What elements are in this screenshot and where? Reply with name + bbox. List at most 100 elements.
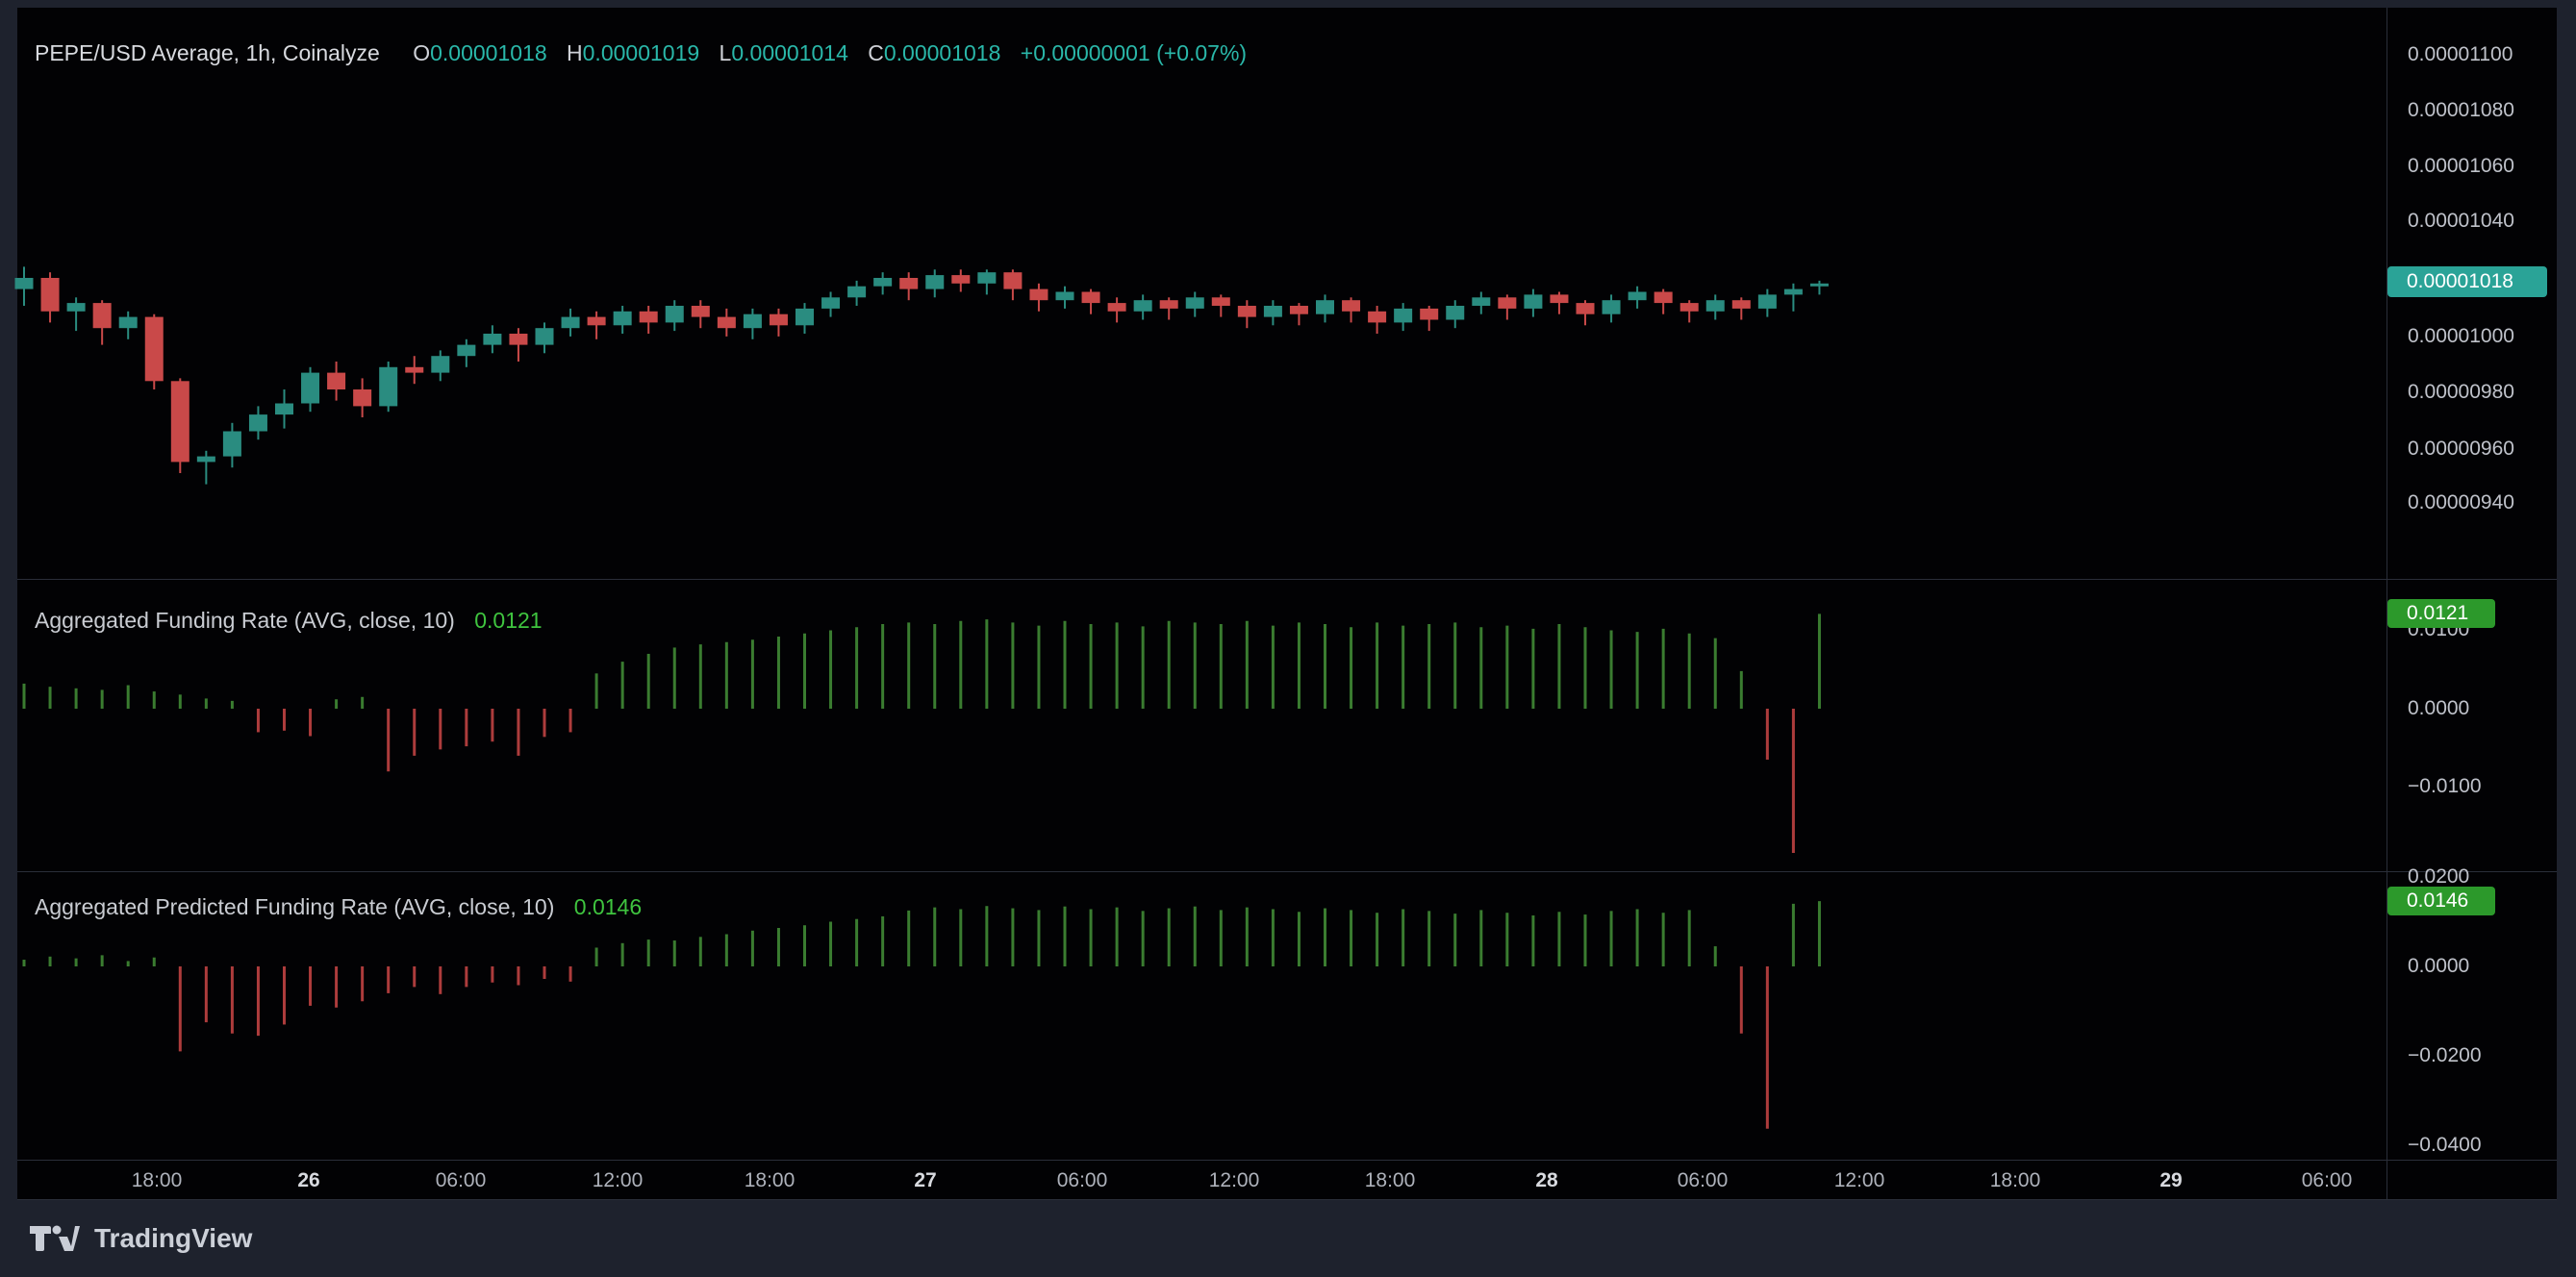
predicted-funding-legend: Aggregated Predicted Funding Rate (AVG, … xyxy=(35,894,642,920)
predicted-tick: 0.0000 xyxy=(2408,955,2470,977)
candle-body xyxy=(639,311,658,323)
candle-body xyxy=(144,316,164,382)
candle-body xyxy=(1159,300,1178,309)
candle-body xyxy=(1029,288,1048,301)
candle-body xyxy=(1081,291,1100,304)
candle-body xyxy=(1654,291,1673,304)
time-tick: 28 xyxy=(1535,1169,1558,1191)
candle-body xyxy=(222,431,241,457)
candle-body xyxy=(1368,311,1387,323)
candle-body xyxy=(1809,283,1829,287)
candle-body xyxy=(1185,297,1204,309)
price-tick: 0.00001040 xyxy=(2408,210,2514,232)
candle-body xyxy=(821,297,841,309)
time-tick: 06:00 xyxy=(2301,1169,2353,1191)
time-tick: 06:00 xyxy=(1677,1169,1729,1191)
candle-body xyxy=(483,334,502,345)
candle-body xyxy=(1211,297,1230,306)
low-label: L xyxy=(719,40,732,65)
candle-body xyxy=(1394,308,1413,323)
time-tick: 12:00 xyxy=(1833,1169,1885,1191)
panel-divider-2[interactable] xyxy=(17,871,2557,872)
candle-body xyxy=(379,366,398,407)
candle-body xyxy=(1602,300,1621,314)
predicted-tick: 0.0200 xyxy=(2408,865,2470,888)
time-tick: 18:00 xyxy=(744,1169,796,1191)
time-tick: 27 xyxy=(914,1169,937,1191)
candle-body xyxy=(691,306,710,317)
predicted-tick: −0.0400 xyxy=(2408,1134,2482,1156)
candle-body xyxy=(717,316,736,329)
candle-body xyxy=(327,372,346,389)
tradingview-brand-name: TradingView xyxy=(94,1223,253,1253)
candle-body xyxy=(847,286,867,298)
price-tick: 0.00000980 xyxy=(2408,381,2514,403)
candle-body xyxy=(40,278,60,312)
candle-body xyxy=(925,275,945,289)
chart-background[interactable] xyxy=(17,8,2557,1200)
price-scale[interactable]: 0.00001100 0.00001080 0.00001060 0.00001040… xyxy=(2387,8,2557,1160)
symbol-legend: PEPE/USD Average, 1h, Coinalyze O0.00001… xyxy=(35,40,1247,66)
candle-body xyxy=(1446,306,1465,320)
candle-body xyxy=(1342,300,1361,312)
high-label: H xyxy=(567,40,583,65)
symbol-title[interactable]: PEPE/USD Average, 1h, Coinalyze xyxy=(35,40,380,65)
time-tick: 06:00 xyxy=(1056,1169,1108,1191)
candle-body xyxy=(1705,300,1725,312)
candle-body xyxy=(118,316,138,329)
candle-body xyxy=(1263,306,1282,317)
candle-body xyxy=(1289,306,1308,314)
candle-body xyxy=(1107,303,1126,312)
candle-body xyxy=(1133,300,1152,312)
close-label: C xyxy=(868,40,884,65)
candle-body xyxy=(509,334,528,345)
time-tick: 06:00 xyxy=(435,1169,487,1191)
candle-body xyxy=(743,313,762,329)
time-tick: 12:00 xyxy=(592,1169,644,1191)
candle-body xyxy=(1498,297,1517,309)
candle-body xyxy=(1316,300,1334,314)
candle-body xyxy=(92,303,112,329)
candle-body xyxy=(431,356,450,373)
time-tick: 18:00 xyxy=(1989,1169,2041,1191)
predicted-value-badge: 0.0146 xyxy=(2387,887,2495,915)
candle-body xyxy=(561,316,580,329)
candle-body xyxy=(1237,306,1256,317)
time-scale[interactable]: 18:00 26 06:00 12:00 18:00 27 06:00 12:00 18:00 2… xyxy=(17,1160,2557,1200)
funding-tick: −0.0100 xyxy=(2408,775,2482,797)
price-tick: 0.00001060 xyxy=(2408,155,2514,177)
candle-body xyxy=(66,303,86,312)
predicted-funding-current-value: 0.0146 xyxy=(573,894,643,919)
predicted-funding-title[interactable]: Aggregated Predicted Funding Rate (AVG, … xyxy=(35,894,555,919)
candle-body xyxy=(665,306,684,323)
price-tick: 0.00000960 xyxy=(2408,438,2514,460)
candle-body xyxy=(796,308,814,326)
candle-body xyxy=(951,275,971,284)
candle-body xyxy=(1757,294,1777,309)
panel-divider-1[interactable] xyxy=(17,579,2557,580)
tradingview-logo-link[interactable]: TradingView xyxy=(29,1223,252,1254)
funding-title[interactable]: Aggregated Funding Rate (AVG, close, 10) xyxy=(35,608,455,633)
candle-body xyxy=(196,456,215,463)
time-axis-border xyxy=(17,1160,2557,1161)
candle-body xyxy=(535,328,554,345)
time-tick: 18:00 xyxy=(131,1169,183,1191)
price-tick: 0.00001100 xyxy=(2408,43,2513,65)
candle-body xyxy=(457,344,476,357)
candle-body xyxy=(1576,303,1595,314)
candle-body xyxy=(1783,288,1803,295)
candle-body xyxy=(14,278,34,289)
candle-body xyxy=(1055,291,1074,301)
funding-current-value: 0.0121 xyxy=(474,608,543,633)
candle-body xyxy=(1679,303,1699,312)
candle-body xyxy=(301,372,320,404)
open-value: 0.00001018 xyxy=(430,40,547,65)
time-tick: 12:00 xyxy=(1208,1169,1260,1191)
predicted-tick: −0.0200 xyxy=(2408,1044,2482,1066)
price-tick: 0.00000940 xyxy=(2408,491,2514,513)
time-tick: 18:00 xyxy=(1364,1169,1416,1191)
candle-body xyxy=(1524,294,1543,309)
tradingview-logo-icon xyxy=(30,1225,80,1251)
